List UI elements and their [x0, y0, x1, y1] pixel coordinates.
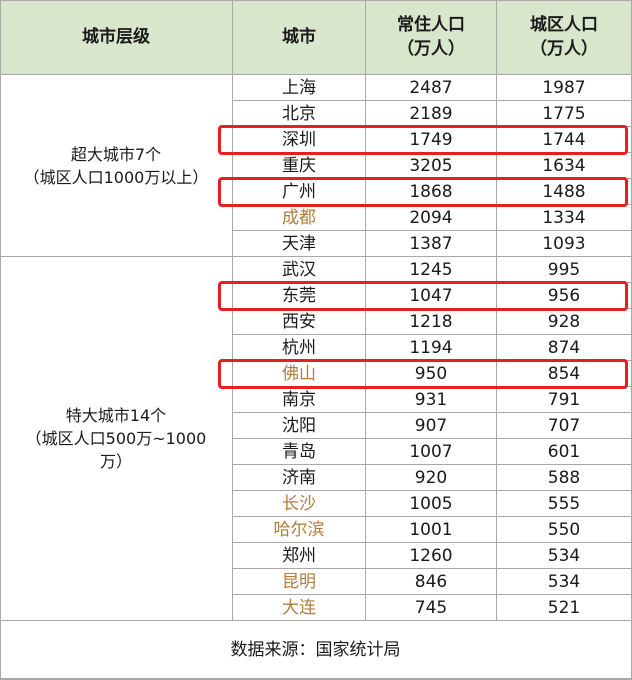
- resident-population-cell: 745: [366, 595, 497, 621]
- urban-population-cell: 1744: [497, 127, 632, 153]
- urban-population-cell: 555: [497, 491, 632, 517]
- urban-population-cell: 854: [497, 361, 632, 387]
- city-name-cell: 昆明: [233, 569, 366, 595]
- urban-population-cell: 791: [497, 387, 632, 413]
- header-resident-population: 常住人口 （万人）: [366, 0, 497, 75]
- resident-population-cell: 1001: [366, 517, 497, 543]
- urban-population-cell: 1093: [497, 231, 632, 257]
- resident-population-cell: 1260: [366, 543, 497, 569]
- urban-population-cell: 1634: [497, 153, 632, 179]
- city-name-cell: 沈阳: [233, 413, 366, 439]
- city-name-cell: 杭州: [233, 335, 366, 361]
- resident-population-cell: 2487: [366, 75, 497, 101]
- city-name-cell: 济南: [233, 465, 366, 491]
- urban-population-cell: 707: [497, 413, 632, 439]
- urban-population-cell: 534: [497, 569, 632, 595]
- city-name-cell: 上海: [233, 75, 366, 101]
- resident-population-cell: 1194: [366, 335, 497, 361]
- resident-population-cell: 950: [366, 361, 497, 387]
- resident-population-cell: 2094: [366, 205, 497, 231]
- city-name-cell: 武汉: [233, 257, 366, 283]
- resident-population-cell: 1245: [366, 257, 497, 283]
- city-name-cell: 西安: [233, 309, 366, 335]
- resident-population-cell: 931: [366, 387, 497, 413]
- resident-population-cell: 1749: [366, 127, 497, 153]
- urban-population-cell: 956: [497, 283, 632, 309]
- resident-population-cell: 3205: [366, 153, 497, 179]
- city-name-cell: 成都: [233, 205, 366, 231]
- urban-population-cell: 1987: [497, 75, 632, 101]
- resident-population-cell: 1868: [366, 179, 497, 205]
- urban-population-cell: 1775: [497, 101, 632, 127]
- resident-population-cell: 907: [366, 413, 497, 439]
- resident-population-cell: 1387: [366, 231, 497, 257]
- data-source-note: 数据来源：国家统计局: [0, 621, 632, 679]
- resident-population-cell: 1218: [366, 309, 497, 335]
- city-name-cell: 广州: [233, 179, 366, 205]
- city-name-cell: 青岛: [233, 439, 366, 465]
- header-urban-population: 城区人口 （万人）: [497, 0, 632, 75]
- urban-population-cell: 550: [497, 517, 632, 543]
- city-name-cell: 郑州: [233, 543, 366, 569]
- city-name-cell: 南京: [233, 387, 366, 413]
- resident-population-cell: 1047: [366, 283, 497, 309]
- resident-population-cell: 1007: [366, 439, 497, 465]
- city-name-cell: 长沙: [233, 491, 366, 517]
- city-name-cell: 哈尔滨: [233, 517, 366, 543]
- city-name-cell: 北京: [233, 101, 366, 127]
- urban-population-cell: 1334: [497, 205, 632, 231]
- resident-population-cell: 2189: [366, 101, 497, 127]
- city-name-cell: 深圳: [233, 127, 366, 153]
- tier-group-label: 超大城市7个 （城区人口1000万以上）: [0, 75, 233, 257]
- resident-population-cell: 1005: [366, 491, 497, 517]
- tier-group-label: 特大城市14个 （城区人口500万~1000 万）: [0, 257, 233, 621]
- city-name-cell: 重庆: [233, 153, 366, 179]
- urban-population-cell: 601: [497, 439, 632, 465]
- city-name-cell: 大连: [233, 595, 366, 621]
- urban-population-cell: 521: [497, 595, 632, 621]
- resident-population-cell: 846: [366, 569, 497, 595]
- urban-population-cell: 995: [497, 257, 632, 283]
- resident-population-cell: 920: [366, 465, 497, 491]
- city-name-cell: 天津: [233, 231, 366, 257]
- header-tier: 城市层级: [0, 0, 233, 75]
- city-name-cell: 东莞: [233, 283, 366, 309]
- urban-population-cell: 534: [497, 543, 632, 569]
- header-city: 城市: [233, 0, 366, 75]
- urban-population-cell: 1488: [497, 179, 632, 205]
- city-name-cell: 佛山: [233, 361, 366, 387]
- urban-population-cell: 928: [497, 309, 632, 335]
- urban-population-cell: 588: [497, 465, 632, 491]
- urban-population-cell: 874: [497, 335, 632, 361]
